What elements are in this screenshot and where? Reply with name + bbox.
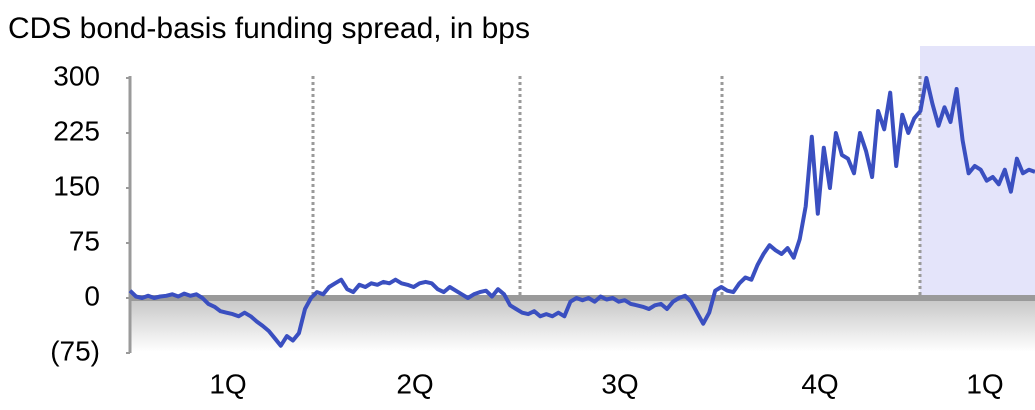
x-tick-label: 4Q [801, 368, 838, 399]
x-tick-label: 3Q [601, 368, 638, 399]
data-line [128, 76, 1035, 348]
x-tick-label: 1Q [209, 368, 246, 399]
y-tick-label: 150 [53, 170, 100, 201]
y-tick-label: (75) [50, 335, 100, 366]
highlight-region [920, 46, 1035, 298]
y-tick-label: 300 [53, 60, 100, 91]
y-tick-label: 0 [84, 280, 100, 311]
x-tick-label: 1Q [966, 368, 1003, 399]
chart-title: CDS bond-basis funding spread, in bps [8, 12, 530, 45]
y-tick-label: 225 [53, 115, 100, 146]
y-tick-label: 75 [69, 225, 100, 256]
x-tick-label: 2Q [396, 368, 433, 399]
